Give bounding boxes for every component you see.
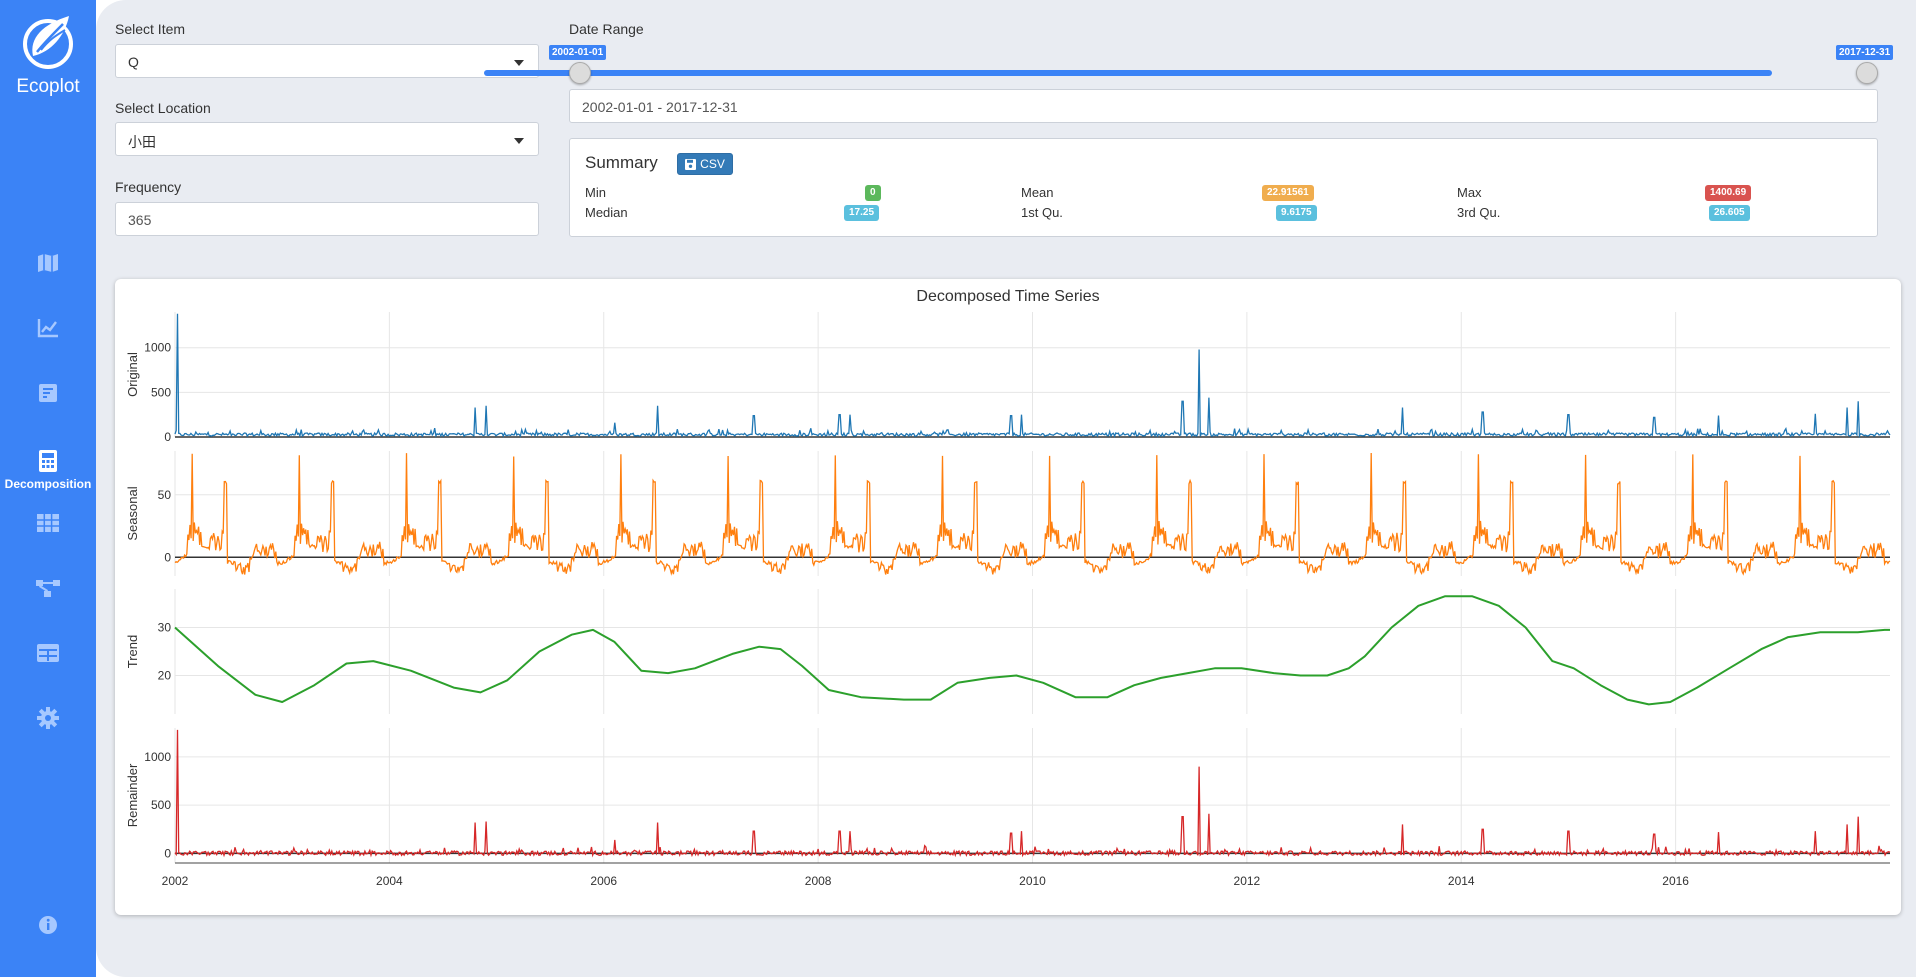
- select-location-label: Select Location: [115, 100, 211, 116]
- y-axis-label: Trend: [125, 635, 140, 668]
- frequency-label: Frequency: [115, 179, 182, 195]
- location-select-value: 小田: [128, 134, 156, 150]
- y-tick-label: 500: [151, 798, 171, 812]
- y-tick-label: 1000: [144, 750, 171, 764]
- save-icon: [685, 158, 697, 170]
- nav-decomposition[interactable]: Decomposition: [0, 446, 96, 494]
- chevron-down-icon: [514, 60, 524, 66]
- location-select[interactable]: 小田: [115, 122, 539, 156]
- x-tick-label: 2008: [805, 874, 832, 888]
- series-seasonal: [174, 452, 1891, 576]
- y-tick-label: 0: [164, 846, 171, 860]
- x-tick-label: 2012: [1234, 874, 1261, 888]
- decomposed-chart-card: Decomposed Time Series 2002 2004 2006 2008 20…: [115, 279, 1901, 915]
- y-axis-label: Original: [125, 352, 140, 397]
- app-logo[interactable]: Ecoplot: [0, 10, 96, 98]
- network-icon: [36, 580, 60, 597]
- sidebar: Ecoplot Decomposition: [0, 0, 96, 977]
- summary-title: Summary: [585, 153, 658, 172]
- stat-min-badge: 0: [865, 185, 881, 201]
- y-tick-label: 1000: [144, 341, 171, 355]
- date-range-input[interactable]: 2002-01-01 - 2017-12-31: [569, 89, 1878, 123]
- y-tick-label: 50: [158, 488, 172, 502]
- decomposed-time-series-chart[interactable]: Decomposed Time Series 2002 2004 2006 2008 20…: [115, 279, 1901, 915]
- panel-original: 0 500 1000 Original: [125, 313, 1891, 444]
- stat-max-badge: 1400.69: [1705, 185, 1752, 201]
- frequency-value: 365: [128, 212, 152, 228]
- date-range-value: 2002-01-01 - 2017-12-31: [582, 99, 738, 115]
- nav-map[interactable]: [0, 243, 96, 283]
- series-remainder: [174, 729, 1891, 858]
- select-item-label: Select Item: [115, 21, 186, 37]
- csv-button-label: CSV: [700, 157, 725, 171]
- summary-panel: Summary CSV Min 0 Mean 22.91561 Max 1400…: [569, 138, 1878, 237]
- x-tick-label: 2004: [376, 874, 403, 888]
- table-icon: [37, 644, 59, 662]
- series-trend: [174, 595, 1890, 706]
- x-tick-label: 2010: [1019, 874, 1046, 888]
- series-original: [174, 313, 1891, 439]
- calculator-icon: [39, 450, 57, 472]
- y-tick-label: 20: [158, 669, 172, 683]
- stat-q1-badge: 9.6175: [1276, 205, 1317, 221]
- stat-q3-label: 3rd Qu.: [1457, 205, 1501, 220]
- nav-label-decomposition: Decomposition: [4, 477, 92, 491]
- y-tick-label: 0: [164, 430, 171, 444]
- y-axis-label: Seasonal: [125, 486, 140, 540]
- nav-report[interactable]: [0, 373, 96, 413]
- frequency-input[interactable]: 365: [115, 202, 539, 236]
- item-select[interactable]: Q: [115, 44, 539, 78]
- nav-table[interactable]: [0, 633, 96, 673]
- panel-seasonal: 0 50 Seasonal: [125, 452, 1891, 576]
- stat-q3-badge: 26.605: [1709, 205, 1750, 221]
- stat-min-label: Min: [585, 185, 606, 200]
- nav-network[interactable]: [0, 568, 96, 608]
- nav-chart[interactable]: [0, 308, 96, 348]
- leaf-globe-icon: [23, 16, 73, 69]
- panel-trend: 20 30 Trend: [125, 595, 1890, 706]
- gear-icon: [37, 707, 59, 729]
- stat-max-label: Max: [1457, 185, 1482, 200]
- report-icon: [39, 384, 57, 402]
- nav-settings[interactable]: [0, 698, 96, 738]
- x-tick-label: 2014: [1448, 874, 1475, 888]
- nav-info[interactable]: [0, 905, 96, 945]
- slider-end-tag: 2017-12-31: [1836, 45, 1894, 60]
- stat-q1-label: 1st Qu.: [1021, 205, 1063, 220]
- slider-end-handle[interactable]: [1856, 62, 1878, 84]
- panel-remainder: 0 500 1000 Remainder: [125, 729, 1891, 860]
- y-tick-label: 0: [164, 550, 171, 564]
- grid-icon: [37, 514, 59, 532]
- stat-mean-badge: 22.91561: [1262, 185, 1314, 201]
- stat-mean-label: Mean: [1021, 185, 1054, 200]
- chart-title: Decomposed Time Series: [916, 288, 1099, 305]
- map-icon: [38, 254, 58, 272]
- stat-median-label: Median: [585, 205, 628, 220]
- date-range-label: Date Range: [569, 21, 644, 37]
- chevron-down-icon: [514, 138, 524, 144]
- y-tick-label: 500: [151, 385, 171, 399]
- stat-median-badge: 17.25: [844, 205, 880, 221]
- info-icon: [39, 916, 57, 934]
- x-tick-label: 2002: [162, 874, 189, 888]
- line-chart-icon: [37, 319, 58, 338]
- y-axis-label: Remainder: [125, 763, 140, 827]
- slider-start-tag: 2002-01-01: [549, 45, 607, 60]
- app-name: Ecoplot: [16, 76, 80, 97]
- csv-download-button[interactable]: CSV: [677, 153, 733, 175]
- y-tick-label: 30: [158, 620, 172, 634]
- nav-grid[interactable]: [0, 503, 96, 543]
- x-tick-label: 2016: [1662, 874, 1689, 888]
- slider-start-handle[interactable]: [569, 62, 591, 84]
- x-tick-label: 2006: [590, 874, 617, 888]
- item-select-value: Q: [128, 54, 139, 70]
- date-range-slider-track[interactable]: [484, 70, 1772, 76]
